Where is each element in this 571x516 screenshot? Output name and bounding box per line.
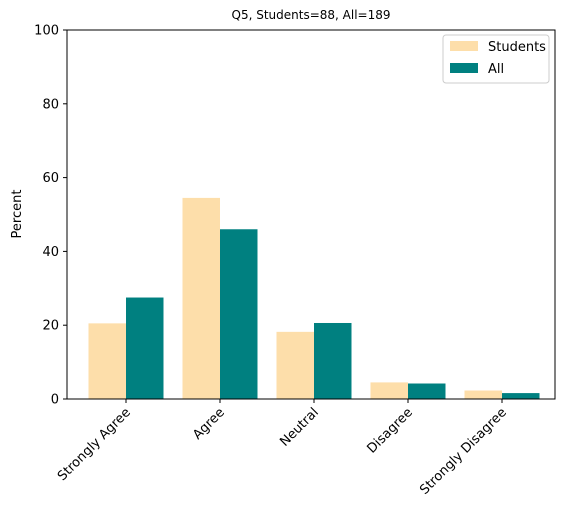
y-tick-label-1: 20 (42, 319, 59, 334)
x-tick-label-3: Disagree (364, 405, 415, 456)
y-axis: 0 20 40 60 80 100 (34, 24, 67, 408)
legend-label-students: Students (488, 40, 546, 55)
y-tick-label-0: 0 (51, 393, 59, 408)
bar-all-2 (314, 322, 352, 399)
y-tick-label-4: 80 (42, 97, 59, 112)
bar-all-4 (502, 393, 540, 399)
x-tick-label-0: Strongly Agree (55, 405, 134, 484)
bar-students-3 (370, 382, 408, 399)
x-axis: Strongly Agree Agree Neutral Disagree Strong… (55, 399, 510, 498)
x-tick-label-4: Strongly Disagree (417, 405, 510, 498)
y-axis-title: Percent (10, 190, 25, 239)
y-tick-label-2: 40 (42, 245, 59, 260)
bar-students-4 (464, 390, 502, 399)
legend-swatch-students (450, 41, 478, 51)
bars-group (88, 197, 540, 399)
legend: Students All (442, 34, 550, 84)
bar-all-0 (126, 297, 164, 399)
bar-all-1 (220, 229, 258, 399)
y-tick-label-5: 100 (34, 24, 59, 39)
y-tick-label-3: 60 (42, 171, 59, 186)
bar-all-3 (408, 383, 446, 399)
legend-swatch-all (450, 63, 478, 73)
bar-students-0 (88, 323, 126, 399)
plot-frame (66, 29, 556, 400)
x-tick-label-2: Neutral (277, 405, 322, 450)
bar-students-1 (182, 197, 220, 399)
bar-students-2 (276, 331, 314, 399)
chart-title: Q5, Students=88, All=189 (232, 8, 391, 22)
x-tick-label-1: Agree (190, 405, 228, 443)
legend-label-all: All (488, 62, 504, 77)
